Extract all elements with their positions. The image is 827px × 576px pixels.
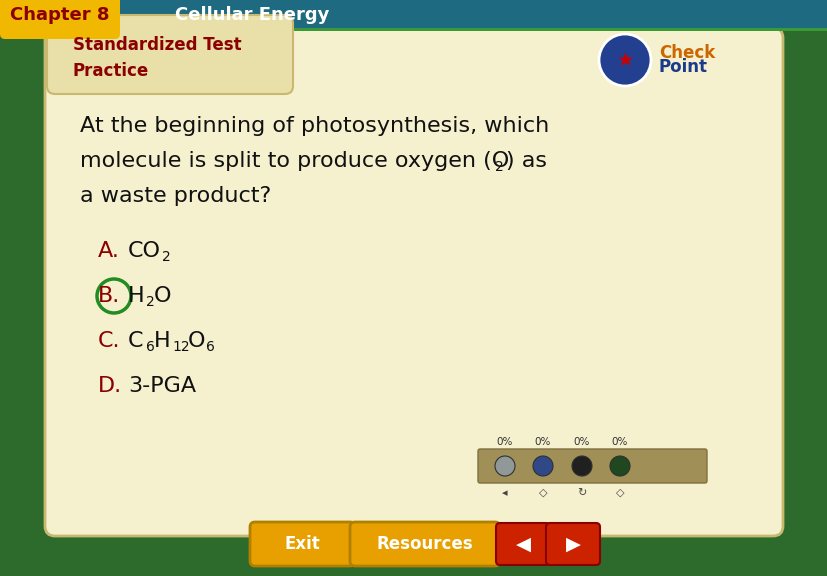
Text: CO: CO — [128, 241, 160, 261]
FancyBboxPatch shape — [350, 522, 500, 566]
Text: 12: 12 — [172, 340, 189, 354]
Text: D.: D. — [98, 376, 122, 396]
Text: B.: B. — [98, 286, 120, 306]
Text: a waste product?: a waste product? — [80, 186, 271, 206]
Text: 0%: 0% — [611, 437, 628, 447]
Text: H: H — [128, 286, 145, 306]
Text: C: C — [128, 331, 143, 351]
Text: 0%: 0% — [496, 437, 513, 447]
Text: 3-PGA: 3-PGA — [128, 376, 196, 396]
Text: ↻: ↻ — [576, 488, 586, 498]
FancyBboxPatch shape — [250, 522, 355, 566]
FancyBboxPatch shape — [45, 28, 782, 536]
Text: 0%: 0% — [573, 437, 590, 447]
FancyBboxPatch shape — [5, 0, 115, 22]
Text: Point: Point — [658, 58, 707, 76]
Text: O: O — [154, 286, 171, 306]
Text: 2: 2 — [146, 295, 155, 309]
Text: 2: 2 — [495, 160, 503, 174]
FancyBboxPatch shape — [57, 66, 283, 86]
Text: 2: 2 — [162, 250, 170, 264]
Circle shape — [571, 456, 591, 476]
Text: A.: A. — [98, 241, 120, 261]
Text: 6: 6 — [206, 340, 215, 354]
Text: ) as: ) as — [505, 151, 547, 171]
FancyBboxPatch shape — [0, 0, 120, 39]
Circle shape — [598, 34, 650, 86]
Text: At the beginning of photosynthesis, which: At the beginning of photosynthesis, whic… — [80, 116, 548, 136]
Text: ▶: ▶ — [565, 535, 580, 554]
Circle shape — [495, 456, 514, 476]
Circle shape — [609, 456, 629, 476]
Text: C.: C. — [98, 331, 121, 351]
Text: 0%: 0% — [534, 437, 551, 447]
Text: Check: Check — [658, 44, 715, 62]
Text: ◂: ◂ — [502, 488, 507, 498]
Circle shape — [533, 456, 552, 476]
FancyBboxPatch shape — [477, 449, 706, 483]
Text: O: O — [188, 331, 205, 351]
Text: ◇: ◇ — [538, 488, 547, 498]
FancyBboxPatch shape — [47, 15, 293, 94]
Text: H: H — [154, 331, 170, 351]
FancyBboxPatch shape — [0, 28, 827, 31]
Text: Resources: Resources — [376, 535, 473, 553]
Text: Standardized Test
Practice: Standardized Test Practice — [73, 36, 241, 79]
Text: ★: ★ — [615, 51, 633, 70]
Text: Chapter 8: Chapter 8 — [10, 6, 110, 24]
Text: ◀: ◀ — [515, 535, 530, 554]
Text: Exit: Exit — [284, 535, 320, 553]
Text: molecule is split to produce oxygen (O: molecule is split to produce oxygen (O — [80, 151, 509, 171]
FancyBboxPatch shape — [0, 0, 827, 28]
FancyBboxPatch shape — [495, 523, 549, 565]
Text: 6: 6 — [146, 340, 155, 354]
Text: Cellular Energy: Cellular Energy — [174, 6, 329, 24]
FancyBboxPatch shape — [545, 523, 600, 565]
Text: ◇: ◇ — [615, 488, 624, 498]
